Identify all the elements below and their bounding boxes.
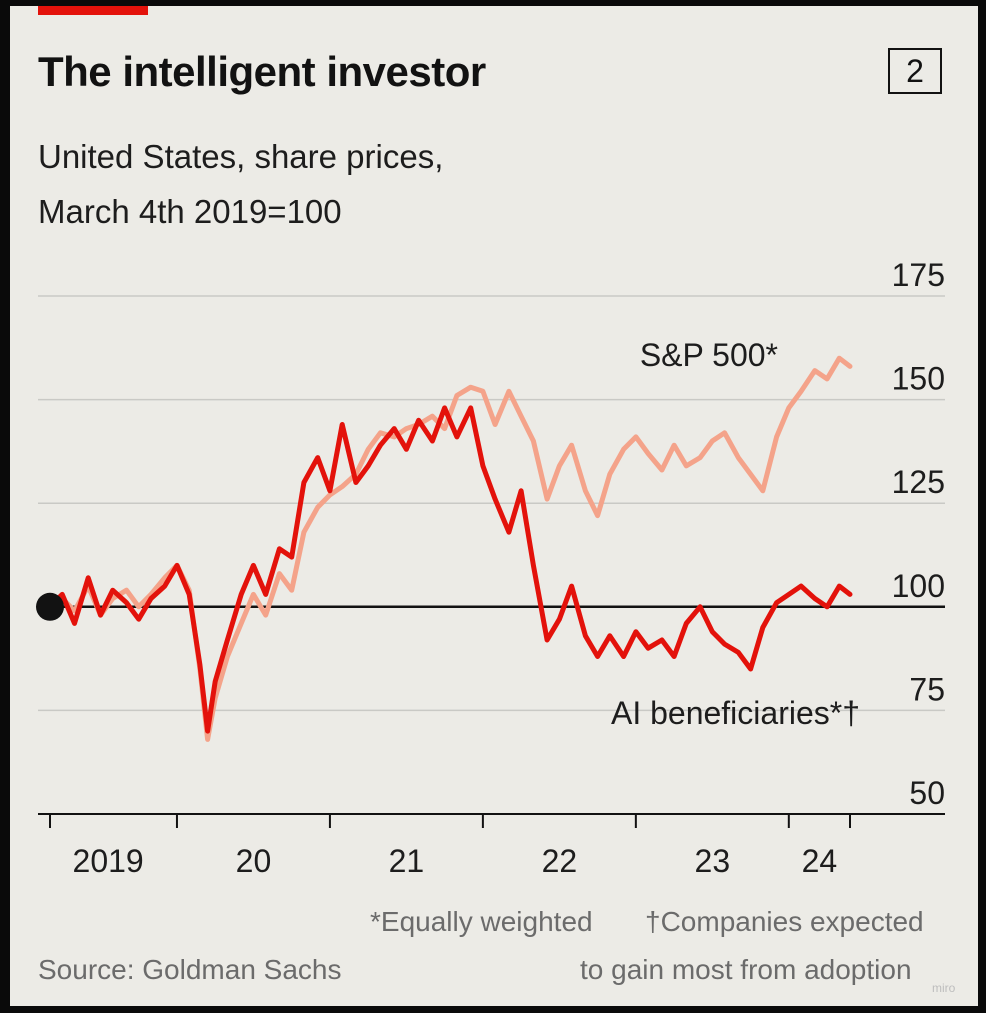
- x-tick-label: 23: [695, 843, 731, 879]
- start-dot: [36, 592, 64, 621]
- annotation-sp500: S&P 500*: [640, 337, 778, 373]
- series-lines: [36, 355, 853, 742]
- y-tick-label: 75: [909, 671, 945, 707]
- watermark: miro: [932, 981, 956, 995]
- y-tick-label: 125: [892, 464, 945, 500]
- chart-title: The intelligent investor: [38, 48, 486, 95]
- gridlines: [38, 295, 945, 828]
- series-line-ai-beneficiaries: [47, 405, 853, 734]
- footnote-ai-definition-line-2: to gain most from adoption: [580, 954, 912, 985]
- chart-card: The intelligent investor 2 United States…: [10, 6, 978, 1006]
- y-tick-label: 150: [892, 361, 945, 397]
- x-tick-label: 21: [389, 843, 425, 879]
- y-tick-label: 175: [892, 257, 945, 293]
- source-note: Source: Goldman Sachs: [38, 954, 342, 985]
- chart-number-badge: 2: [888, 48, 942, 94]
- line-chart: 50 75 100 125 150 175 2019 20 21 22 23 24 S&P 500* AI…: [36, 257, 945, 879]
- y-tick-label: 50: [909, 775, 945, 811]
- x-tick-label: 22: [542, 843, 578, 879]
- x-tick-label: 2019: [73, 843, 144, 879]
- chart-subtitle-line-2: March 4th 2019=100: [38, 193, 342, 230]
- annotation-ai-beneficiaries: AI beneficiaries*†: [611, 695, 860, 731]
- footnote-ai-definition-line-1: †Companies expected: [645, 906, 924, 937]
- brand-accent-bar: [38, 6, 148, 15]
- chart-labels: 50 75 100 125 150 175 2019 20 21 22 23 24 S&P 500* AI…: [73, 257, 945, 879]
- y-tick-label: 100: [892, 568, 945, 604]
- footnote-equally-weighted: *Equally weighted: [370, 906, 593, 937]
- chart-subtitle-line-1: United States, share prices,: [38, 138, 444, 175]
- x-tick-label: 20: [236, 843, 272, 879]
- x-tick-label: 24: [802, 843, 838, 879]
